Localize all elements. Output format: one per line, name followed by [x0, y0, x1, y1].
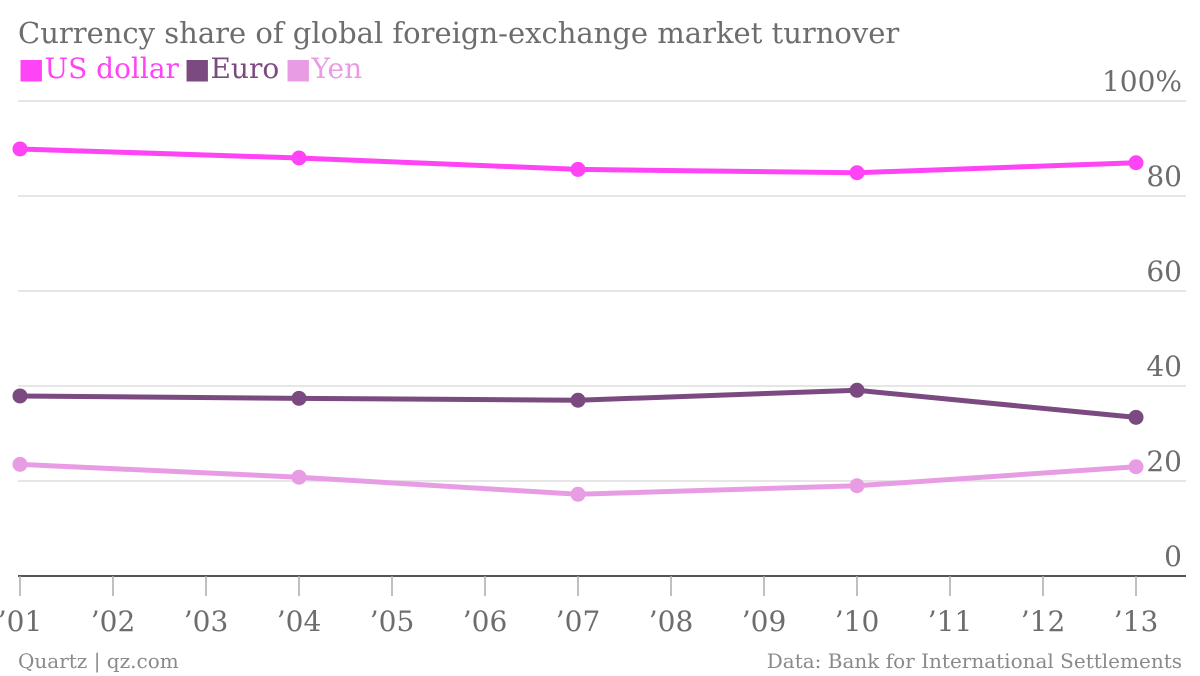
x-axis: ’01 ’02 ’03 ’04 ’05 ’06 ’07 ’08 ’09 ’10 ’11 ’12 ’13 [0, 575, 1186, 638]
legend-item-us-dollar: ■US dollar [18, 52, 180, 85]
data-point-us-dollar [1128, 155, 1144, 171]
data-point-yen [291, 469, 307, 485]
legend: ■US dollar ■Euro ■Yen [18, 52, 362, 85]
chart-title: Currency share of global foreign-exchang… [18, 16, 899, 50]
x-tick-label: ’01 [0, 605, 42, 638]
legend-item-yen: ■Yen [285, 52, 362, 85]
data-point-us-dollar [849, 165, 865, 181]
x-tick-label: ’10 [835, 605, 880, 638]
x-tick-label: ’04 [277, 605, 322, 638]
gridlines [18, 100, 1186, 482]
y-tick-label: 80 [1146, 160, 1182, 193]
credit-text: Quartz | qz.com [18, 649, 179, 674]
data-point-us-dollar [291, 150, 307, 166]
y-tick-label: 0 [1164, 540, 1182, 573]
x-tick-label: ’11 [928, 605, 973, 638]
legend-label-us-dollar: US dollar [44, 52, 179, 85]
series-lines [12, 141, 1144, 502]
legend-label-yen: Yen [310, 52, 362, 85]
x-tick-label: ’07 [556, 605, 601, 638]
data-point-yen [1128, 459, 1144, 475]
y-tick-label: 40 [1146, 350, 1182, 383]
data-point-euro [849, 382, 865, 398]
legend-marker-euro: ■ [184, 52, 210, 85]
y-tick-label: 60 [1146, 255, 1182, 288]
source-text: Data: Bank for International Settlements [767, 649, 1182, 673]
legend-item-euro: ■Euro [184, 52, 279, 85]
data-point-us-dollar [570, 161, 586, 177]
x-tick-label: ’03 [184, 605, 229, 638]
legend-label-euro: Euro [210, 52, 279, 85]
legend-marker-us-dollar: ■ [18, 52, 44, 85]
data-point-yen [12, 456, 28, 472]
x-tick-label: ’09 [742, 605, 787, 638]
y-tick-label: 20 [1146, 445, 1182, 478]
data-point-euro [291, 390, 307, 406]
legend-marker-yen: ■ [285, 52, 311, 85]
x-tick-label: ’05 [370, 605, 415, 638]
x-tick-label: ’13 [1114, 605, 1159, 638]
y-axis-ticks: 0 20 40 60 80 100% [1102, 65, 1182, 573]
data-point-euro [570, 392, 586, 408]
x-tick-label: ’06 [463, 605, 508, 638]
data-point-us-dollar [12, 141, 28, 157]
y-tick-label: 100% [1102, 65, 1182, 98]
x-tick-label: ’02 [91, 605, 136, 638]
x-tick-label: ’12 [1021, 605, 1066, 638]
data-point-euro [1128, 409, 1144, 425]
data-point-euro [12, 388, 28, 404]
data-point-yen [570, 486, 586, 502]
x-tick-label: ’08 [649, 605, 694, 638]
data-point-yen [849, 478, 865, 494]
